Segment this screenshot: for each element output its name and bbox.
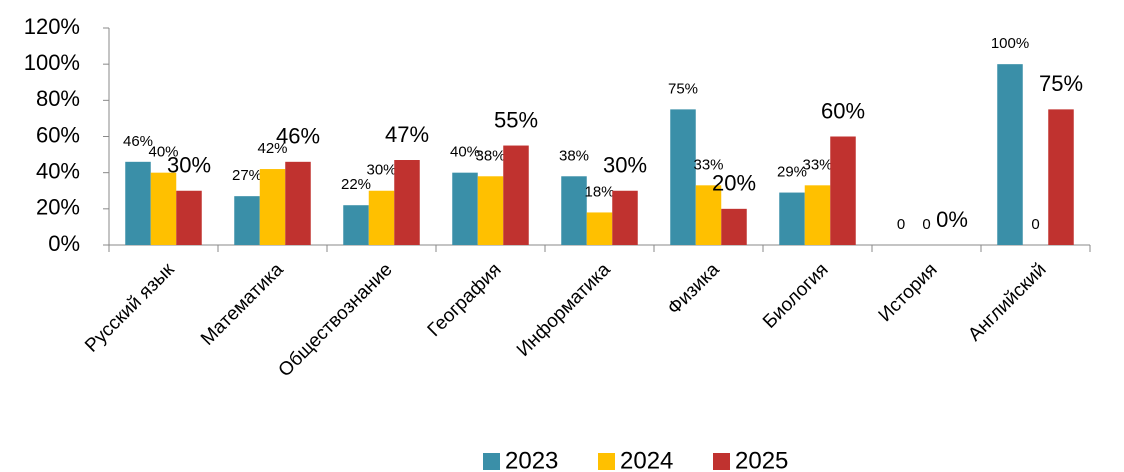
x-tick-label: Биология	[759, 259, 832, 332]
y-tick-label: 0%	[48, 231, 80, 256]
data-label: 60%	[821, 98, 865, 123]
bar	[586, 212, 613, 245]
data-label: 27%	[232, 167, 262, 184]
y-tick-label: 20%	[36, 195, 80, 220]
y-tick-label: 120%	[24, 14, 80, 39]
bar	[452, 172, 478, 245]
data-label: 40%	[450, 144, 480, 161]
legend-label: 2024	[620, 447, 673, 472]
data-label: 47%	[385, 122, 429, 147]
data-label: 29%	[777, 164, 807, 181]
x-tick-label: История	[875, 259, 942, 326]
data-label: 18%	[584, 183, 614, 200]
bar	[259, 169, 286, 245]
bar	[1048, 109, 1074, 245]
data-label: 30%	[167, 153, 211, 178]
data-label: 30%	[603, 153, 647, 178]
data-label: 75%	[668, 80, 698, 97]
x-tick-label: Информатика	[513, 259, 615, 361]
data-label: 75%	[1039, 71, 1083, 96]
bar	[561, 176, 587, 245]
bar	[997, 64, 1023, 246]
bar	[150, 172, 177, 245]
data-label: 20%	[712, 171, 756, 196]
bar	[612, 190, 638, 245]
bar	[721, 208, 747, 245]
data-label: 0	[922, 216, 930, 233]
legend-swatch	[713, 453, 730, 470]
y-tick-label: 100%	[24, 50, 80, 75]
bar	[670, 109, 696, 245]
bar	[695, 185, 722, 245]
bar	[830, 136, 856, 245]
data-label: 0%	[936, 207, 968, 232]
bar	[779, 192, 805, 245]
x-tick-label: Физика	[664, 259, 724, 319]
data-label: 40%	[148, 144, 178, 161]
data-label: 100%	[991, 35, 1029, 52]
data-label: 55%	[494, 107, 538, 132]
bar	[503, 145, 529, 245]
legend-label: 2025	[735, 447, 788, 472]
bar	[125, 161, 151, 245]
legend-swatch	[598, 453, 615, 470]
bar	[477, 176, 504, 245]
bar	[176, 190, 202, 245]
y-tick-label: 60%	[36, 122, 80, 147]
x-tick-label: Английский	[964, 259, 1050, 345]
bar	[343, 205, 369, 245]
bar	[368, 190, 395, 245]
legend-label: 2023	[505, 447, 558, 472]
data-label: 46%	[276, 124, 320, 149]
data-label: 33%	[693, 156, 723, 173]
y-tick-label: 80%	[36, 86, 80, 111]
data-label: 30%	[366, 162, 396, 179]
x-tick-label: География	[424, 259, 506, 341]
x-tick-label: Русский язык	[81, 259, 179, 357]
data-label: 33%	[802, 156, 832, 173]
bar	[804, 185, 831, 245]
data-label: 0	[1031, 216, 1039, 233]
data-label: 38%	[475, 147, 505, 164]
data-label: 42%	[257, 140, 287, 157]
bar	[234, 196, 260, 245]
legend-swatch	[483, 453, 500, 470]
data-label: 38%	[559, 147, 589, 164]
y-tick-label: 40%	[36, 158, 80, 183]
bar	[285, 161, 311, 245]
x-tick-label: Математика	[197, 259, 288, 350]
x-tick-label: Обществознание	[275, 259, 397, 381]
data-label: 22%	[341, 176, 371, 193]
bar	[394, 160, 420, 245]
data-label: 46%	[123, 133, 153, 150]
data-label: 0	[897, 216, 905, 233]
